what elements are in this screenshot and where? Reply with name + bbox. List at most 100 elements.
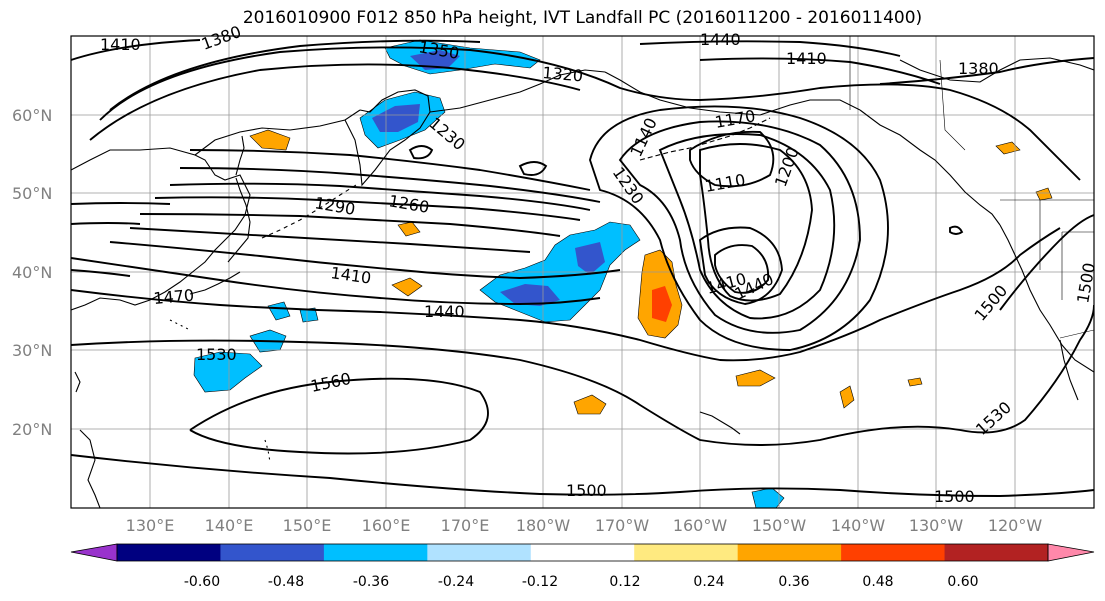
ivt-shade-positive-1 [397,221,421,237]
contour-mid-3 [71,269,131,277]
contour-mid-2 [71,222,141,225]
coast-alaska-gulf [859,109,1001,226]
contour-low-5 [698,226,783,305]
ivt-shade-positive-4 [573,394,607,415]
contour-low-6 [714,244,770,294]
contour-1410-top [71,39,201,61]
colorbar-tick-label: 0.60 [947,574,978,590]
contour-outer-north [99,46,1081,181]
lon-label: 130°W [909,516,964,535]
contour-label: 1500 [566,481,607,500]
coast-na-west [999,224,1094,373]
coast-alaska-west [604,71,861,116]
contour-low-4 [699,143,813,302]
height-contours [71,39,1094,497]
colorbar-tick-label: -0.24 [438,574,474,590]
colorbar-tick-label: 0.12 [609,574,640,590]
colorbar-segment [323,544,428,561]
coastlines [71,57,1094,508]
ivt-shade-central-pacific-core [500,284,560,306]
colorbar: -0.60 -0.48 -0.36 -0.24 -0.12 0.12 0.24 … [70,543,1095,590]
lat-label: 50°N [12,184,52,203]
ivt-shade-positive-5 [839,385,855,409]
contour-1320 [154,196,581,221]
contour-outer-north-2 [89,63,581,141]
lon-label: 140°E [205,516,254,535]
colorbar-tick-label: 0.48 [862,574,893,590]
coast-asia-east [71,147,251,311]
contour-label: 1380 [958,59,999,78]
map-frame [70,35,1095,509]
page-title: 2016010900 F012 850 hPa height, IVT Land… [242,8,923,28]
contour-label: 1440 [700,30,741,49]
contour-label: 1410 [786,49,827,68]
contour-label: 1500 [934,487,975,506]
contour-1260 [179,167,601,203]
contour-label: 1530 [196,345,237,364]
coast-japan-south [189,271,241,295]
border-canada-provinces [939,59,966,151]
lat-label: 20°N [12,420,52,439]
colorbar-tick-label: -0.60 [184,574,220,590]
ivt-shade-positive-2 [391,277,423,297]
contour-1500 [71,454,1094,497]
coast-kuril [261,184,357,239]
colorbar-segment [220,544,325,561]
contour-1380 [129,227,531,253]
lon-label: 130°E [126,516,175,535]
contour-small-2 [518,161,548,176]
coast-pacific-islands [169,319,191,331]
contour-mid-1 [71,202,171,205]
colorbar-tick-label: -0.12 [522,574,558,590]
contour-1350 [139,213,561,237]
ivt-shade-positive-8 [907,377,923,387]
contour-1470 [71,227,1061,362]
contour-label: 1440 [424,302,465,321]
coast-canada-north [899,57,1094,83]
lon-label: 150°E [283,516,332,535]
border-us-mexico [1059,329,1094,339]
ivt-shade-positive-main-core [652,286,672,322]
coast-bering-west [429,69,606,113]
colorbar-segment [427,544,532,561]
contour-1380-right [879,57,1094,85]
coast-mariana [264,439,271,463]
lat-label: 60°N [12,106,52,125]
contour-1440 [71,257,601,305]
contour-low-3 [658,133,836,320]
ivt-shade-positive-6 [995,141,1021,155]
lon-label: 120°W [988,516,1043,535]
colorbar-tick-label: 0.24 [693,574,724,590]
borders [849,36,1094,339]
contour-label: 1410 [100,35,141,54]
lat-label: 40°N [12,263,52,282]
colorbar-segment [530,544,635,561]
lat-label: 30°N [12,341,52,360]
ivt-shade-west-36n-b [299,307,319,323]
lon-label: 170°W [595,516,650,535]
ivt-shade-central-pacific-core2 [575,242,605,275]
contour-1440-top [639,40,901,57]
contour-1560 [189,377,489,455]
contour-1230 [189,149,591,191]
colorbar-segment [841,544,946,561]
ivt-shade-west-30n [193,351,263,393]
ivt-shade-kamchatka-core [372,104,420,132]
lon-label: 180°W [516,516,571,535]
coast-baja [1059,339,1079,401]
contour-1410 [109,241,621,279]
colorbar-right-extension [1047,543,1095,562]
contour-1290 [169,182,591,211]
colorbar-segment [117,544,221,561]
contour-low-outer [589,105,889,351]
coast-kamchatka [344,89,431,187]
coast-sakhalin [235,135,245,176]
contour-small-1 [408,145,434,160]
latitude-labels: 60°N 50°N 40°N 30°N 20°N [12,106,52,439]
contour-small-3 [949,225,964,235]
ivt-shade-north-pacific-core [410,50,460,70]
lon-label: 140°W [831,516,886,535]
ivt-shade-positive-7 [1035,187,1053,201]
ivt-shade-positive-3 [735,369,776,387]
longitude-labels: 130°E 140°E 150°E 160°E 170°E 180°W 170°… [126,516,1043,535]
